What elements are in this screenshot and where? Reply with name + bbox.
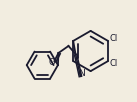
Text: Cl: Cl bbox=[109, 34, 118, 43]
Text: Cl: Cl bbox=[109, 59, 118, 68]
Text: O: O bbox=[49, 58, 55, 67]
Text: N: N bbox=[78, 69, 85, 78]
